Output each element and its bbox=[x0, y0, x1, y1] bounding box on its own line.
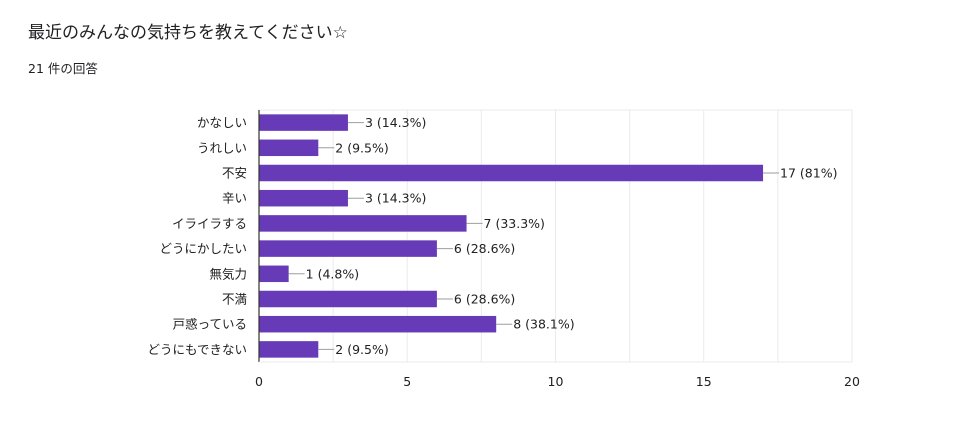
axes bbox=[258, 110, 852, 363]
data-label: 3 (14.3%) bbox=[365, 115, 426, 130]
category-label: 辛い bbox=[222, 191, 247, 206]
bar-4 bbox=[259, 215, 467, 232]
x-tick-label: 5 bbox=[403, 374, 411, 389]
data-label: 7 (33.3%) bbox=[484, 216, 545, 231]
data-label: 2 (9.5%) bbox=[335, 140, 388, 155]
category-label: 不安 bbox=[222, 166, 247, 181]
data-label: 6 (28.6%) bbox=[454, 241, 515, 256]
bar-9 bbox=[259, 341, 319, 358]
data-label: 1 (4.8%) bbox=[306, 266, 359, 281]
bar-7 bbox=[259, 290, 437, 308]
x-tick-label: 15 bbox=[696, 374, 712, 389]
data-label: 2 (9.5%) bbox=[335, 342, 388, 357]
bar-3 bbox=[259, 189, 348, 207]
x-tick-label: 10 bbox=[548, 374, 564, 389]
category-label: どうにかしたい bbox=[159, 241, 247, 256]
bars bbox=[259, 114, 764, 358]
x-tick-label: 20 bbox=[844, 374, 860, 389]
data-label: 3 (14.3%) bbox=[365, 191, 426, 206]
category-label: どうにもできない bbox=[147, 342, 247, 357]
data-label: 8 (38.1%) bbox=[513, 317, 574, 332]
bar-6 bbox=[259, 265, 289, 283]
bar-1 bbox=[259, 139, 319, 157]
category-label: うれしい bbox=[197, 140, 247, 155]
data-label: 17 (81%) bbox=[780, 166, 837, 181]
bar-8 bbox=[259, 315, 497, 333]
labels: 3 (14.3%) かなしい 2 (9.5%) うれしい 17 (81%) 不安 3 (14… bbox=[147, 115, 860, 389]
data-label: 6 (28.6%) bbox=[454, 292, 515, 307]
question-title: 最近のみんなの気持ちを教えてください☆ bbox=[28, 23, 348, 43]
category-label: イライラする bbox=[172, 216, 247, 231]
category-label: 無気力 bbox=[209, 266, 247, 281]
x-tick-label: 0 bbox=[255, 374, 263, 389]
bar-0 bbox=[259, 114, 348, 131]
category-label: 戸惑っている bbox=[173, 317, 247, 332]
bar-2 bbox=[259, 164, 764, 182]
response-count: 21 件の回答 bbox=[28, 61, 98, 76]
bar-5 bbox=[259, 240, 437, 257]
category-label: 不満 bbox=[222, 292, 247, 307]
category-label: かなしい bbox=[197, 115, 247, 130]
